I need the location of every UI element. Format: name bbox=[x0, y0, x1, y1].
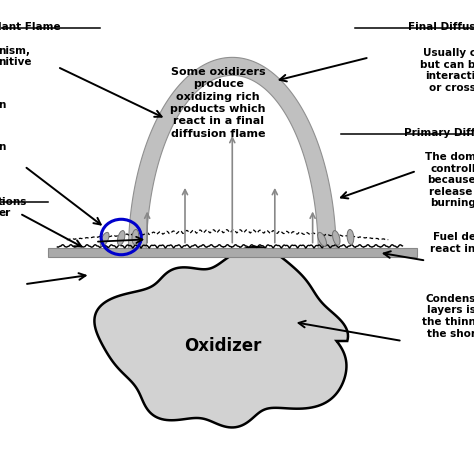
Text: n: n bbox=[0, 143, 6, 153]
Polygon shape bbox=[128, 57, 336, 256]
Ellipse shape bbox=[132, 229, 139, 245]
Polygon shape bbox=[94, 247, 348, 428]
Ellipse shape bbox=[333, 230, 340, 246]
Text: tions
er: tions er bbox=[0, 197, 27, 219]
Bar bbox=[48, 248, 417, 257]
Text: Some oxidizers
produce
oxidizing rich
products which
react in a final
diffusion : Some oxidizers produce oxidizing rich pr… bbox=[170, 67, 266, 139]
Ellipse shape bbox=[318, 232, 327, 246]
Text: The dom
controll
because
release 
burning: The dom controll because release burning bbox=[425, 152, 474, 208]
Text: Primary Diff: Primary Diff bbox=[404, 128, 474, 138]
Text: lant Flame: lant Flame bbox=[0, 22, 61, 32]
Text: Final Diffus: Final Diffus bbox=[408, 22, 474, 32]
Text: Usually c
but can b
interacti
or cross: Usually c but can b interacti or cross bbox=[420, 48, 474, 93]
Ellipse shape bbox=[100, 232, 109, 246]
Text: Fuel de
react in: Fuel de react in bbox=[430, 232, 474, 254]
Text: Oxidizer: Oxidizer bbox=[184, 337, 262, 355]
Text: n: n bbox=[0, 100, 6, 110]
Ellipse shape bbox=[347, 229, 354, 245]
Text: Condens
layers is
the thinn
the shor: Condens layers is the thinn the shor bbox=[422, 294, 474, 338]
Text: nism,
nitive: nism, nitive bbox=[0, 46, 32, 67]
Ellipse shape bbox=[118, 230, 125, 246]
